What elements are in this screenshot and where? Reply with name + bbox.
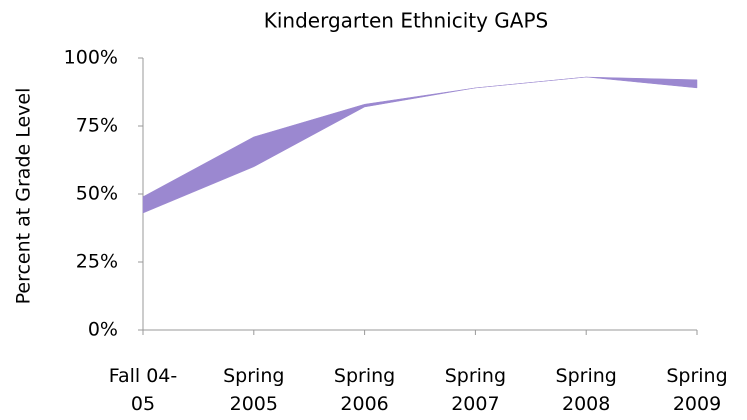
chart-title: Kindergarten Ethnicity GAPS (264, 9, 548, 33)
y-tick-label: 100% (64, 47, 118, 69)
x-tick-label: Fall 04-05 (108, 365, 178, 415)
x-tick-label: Spring 2006 (333, 365, 396, 415)
x-tick-label: Spring 2009 (666, 365, 728, 415)
y-tick-label: 50% (76, 183, 118, 205)
gap-band (142, 76, 698, 214)
y-tick-label: 25% (76, 251, 118, 273)
x-tick-label: Spring 2008 (555, 365, 617, 415)
y-tick-label: 75% (76, 115, 118, 137)
y-tick-label: 0% (88, 319, 118, 341)
x-tick-label: Spring 2005 (223, 365, 285, 415)
x-tick-label: Spring 2007 (444, 365, 507, 415)
y-axis-label: Percent at Grade Level (13, 88, 35, 305)
